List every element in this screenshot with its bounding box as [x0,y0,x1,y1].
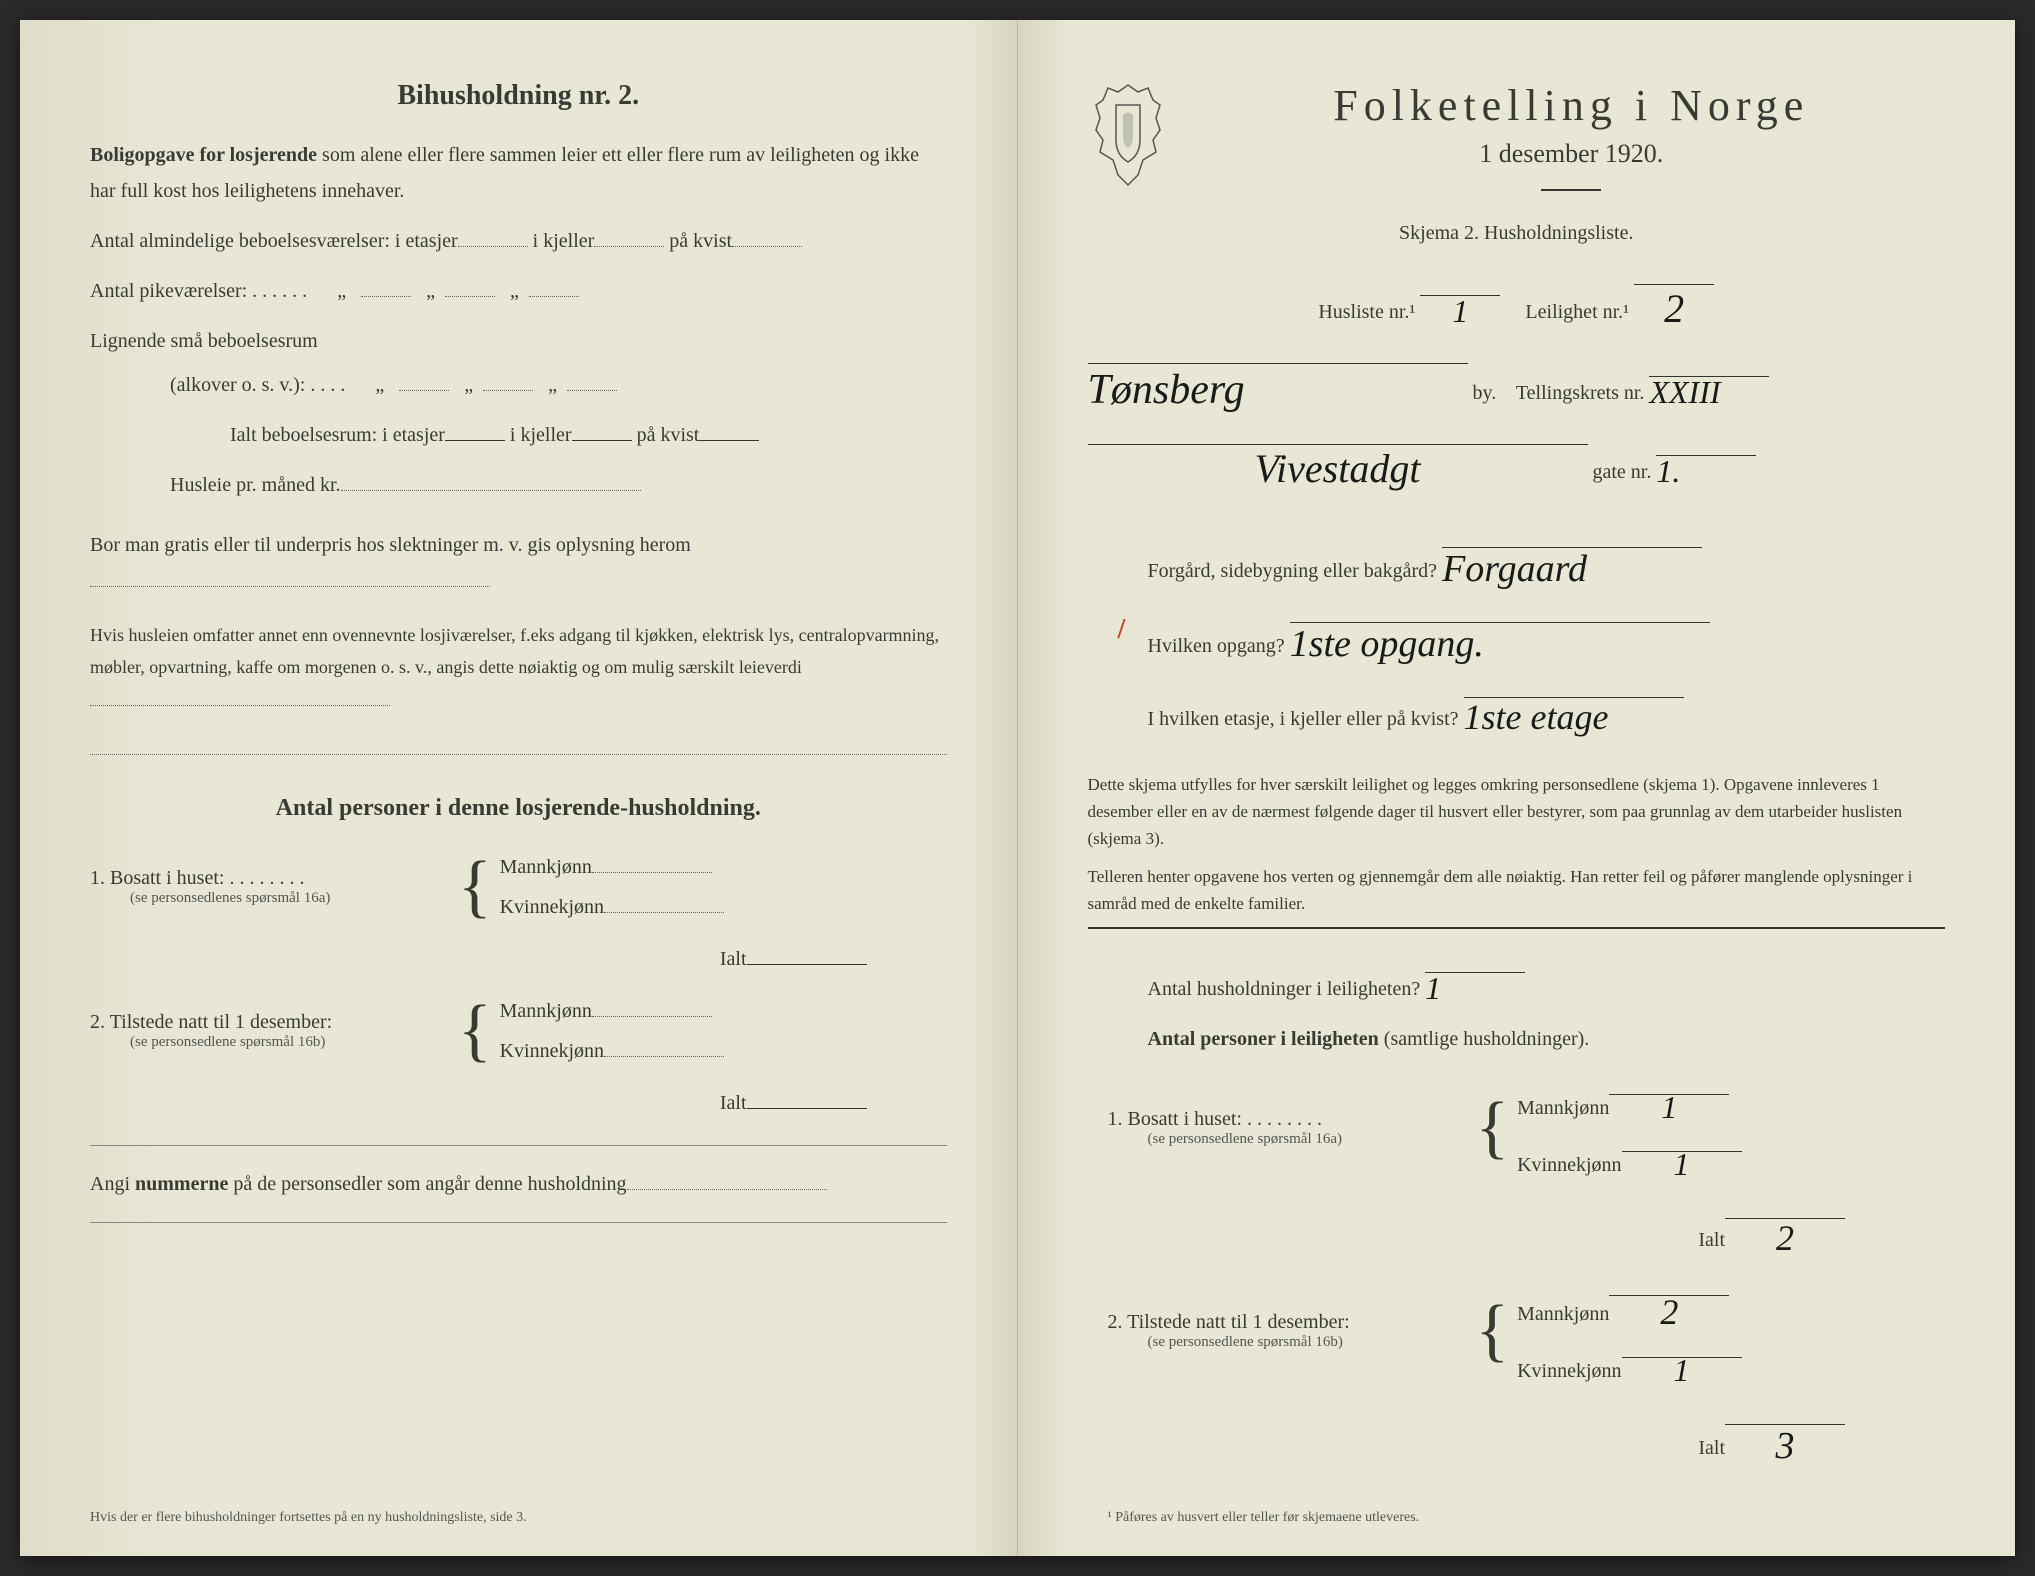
right-page: Folketelling i Norge 1 desember 1920. Sk… [1018,20,2016,1556]
bosatt-note: (se personsedlenes spørsmål 16a) [130,890,450,907]
tilstede-note: (se personsedlene spørsmål 16b) [130,1034,450,1051]
header-row: Folketelling i Norge 1 desember 1920. [1088,80,1946,211]
antal-pers-title: Antal personer i leiligheten (samtlige h… [1148,1017,1946,1061]
census-document: Bihusholdning nr. 2. Boligopgave for los… [20,20,2015,1556]
intro-bold: Boligopgave for losjerende [90,144,317,166]
brace-icon: { [1476,1100,1510,1156]
bosatt-label-r: 1. Bosatt i huset: . . . . . . . . [1108,1108,1468,1131]
tilstede-group-left: 2. Tilstede natt til 1 desember: (se per… [90,991,947,1071]
husleie-note: Hvis husleien omfatter annet enn ovennev… [90,619,947,716]
bihusholdning-title: Bihusholdning nr. 2. [90,80,947,112]
left-page: Bihusholdning nr. 2. Boligopgave for los… [20,20,1018,1556]
lignende-line2: (alkover o. s. v.): . . . . „ „ „ [170,363,947,407]
bosatt-group-left: 1. Bosatt i huset: . . . . . . . . (se p… [90,847,947,927]
right-footnote: ¹ Påføres av husvert eller teller før sk… [1108,1510,1420,1526]
instructions: Dette skjema utfylles for hver særskilt … [1088,771,1946,853]
date-subtitle: 1 desember 1920. [1198,139,1946,169]
husliste-line: Husliste nr.¹ 1 Leilighet nr.¹ 2 [1088,261,1946,334]
brace-icon: { [1476,1303,1510,1359]
forgard-line: Forgård, sidebygning eller bakgård? Forg… [1148,524,1946,593]
by-line: Tønsberg by. Tellingskrets nr. XXIII [1088,340,1946,415]
lignende-line1: Lignende små beboelsesrum [90,319,947,363]
red-mark-icon: / [1118,599,1126,661]
ialt-rooms-line: Ialt beboelsesrum: i etasjer i kjeller p… [230,413,947,457]
antal-hush-line: Antal husholdninger i leiligheten? 1 [1148,949,1946,1011]
gate-line: Vivestadgt gate nr. 1. [1088,421,1946,494]
ialt-right-1: Ialt2 [1088,1195,1946,1262]
bosatt-note-r: (se personsedlene spørsmål 16a) [1148,1131,1468,1148]
pike-line: Antal pikeværelser: . . . . . . „ „ „ [90,269,947,313]
tilstede-note-r: (se personsedlene spørsmål 16b) [1148,1334,1468,1351]
angi-line: Angi nummerne på de personsedler som ang… [90,1166,947,1202]
coat-of-arms-icon [1088,80,1168,190]
intro-text: Boligopgave for losjerende som alene ell… [90,137,947,209]
tilstede-group-right: 2. Tilstede natt til 1 desember: (se per… [1108,1272,1946,1391]
bosatt-group-right: 1. Bosatt i huset: . . . . . . . . (se p… [1108,1071,1946,1185]
tilstede-label: 2. Tilstede natt til 1 desember: [90,1011,450,1034]
ialt-left-1: Ialt [90,937,947,981]
ialt-left-2: Ialt [90,1081,947,1125]
husleie-line: Husleie pr. måned kr. [170,463,947,507]
ialt-right-2: Ialt3 [1088,1401,1946,1470]
opgang-line: / Hvilken opgang? 1ste opgang. [1148,599,1946,668]
brace-icon: { [458,859,492,915]
tilstede-label-r: 2. Tilstede natt til 1 desember: [1108,1311,1468,1334]
bosatt-label: 1. Bosatt i huset: . . . . . . . . [90,867,450,890]
skjema-line: Skjema 2. Husholdningsliste. [1088,211,1946,255]
left-footer: Hvis der er flere bihusholdninger fortse… [90,1510,527,1526]
main-title: Folketelling i Norge [1198,80,1946,131]
instructions2: Telleren henter opgavene hos verten og g… [1088,863,1946,917]
gratis-line: Bor man gratis eller til underpris hos s… [90,527,947,599]
etasje-line: I hvilken etasje, i kjeller eller på kvi… [1148,674,1946,741]
brace-icon: { [458,1003,492,1059]
rooms-line: Antal almindelige beboelsesværelser: i e… [90,219,947,263]
persons-title: Antal personer i denne losjerende-hushol… [90,795,947,822]
